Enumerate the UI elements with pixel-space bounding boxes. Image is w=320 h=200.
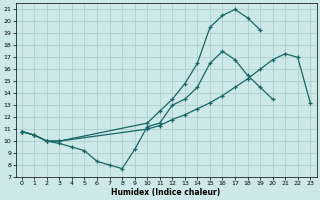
X-axis label: Humidex (Indice chaleur): Humidex (Indice chaleur) xyxy=(111,188,221,197)
